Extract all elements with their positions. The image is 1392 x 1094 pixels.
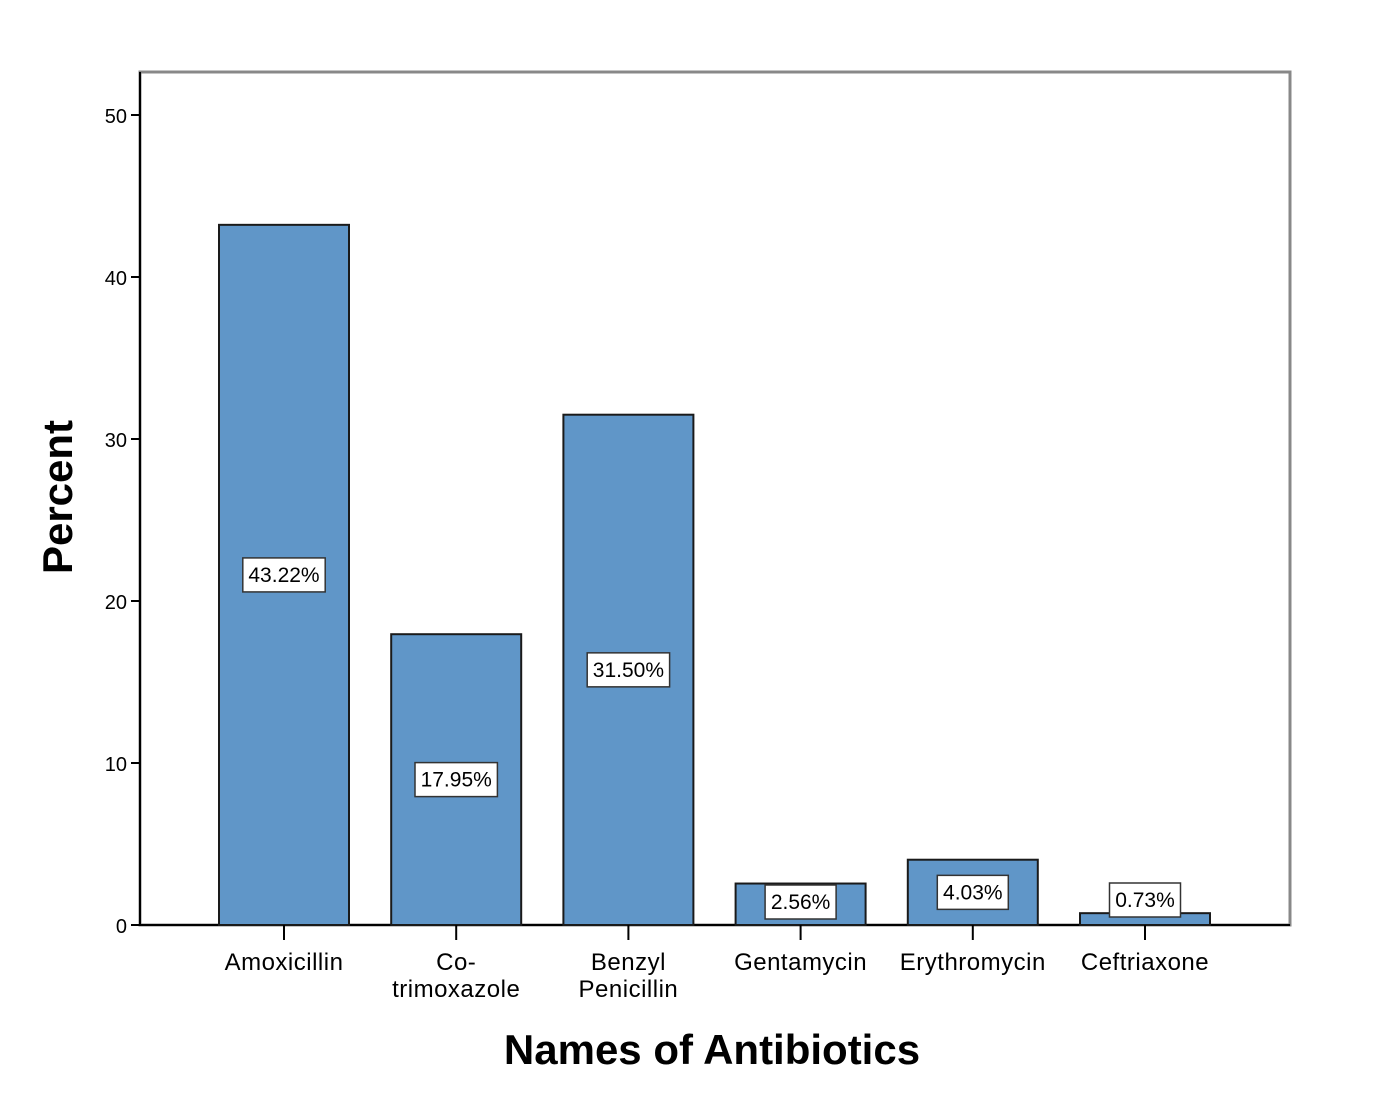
data-label-box bbox=[1108, 882, 1182, 918]
y-axis-title: Percent bbox=[34, 420, 81, 574]
data-label: 2.56% bbox=[771, 891, 831, 914]
x-tick-label: Amoxicillin bbox=[225, 949, 344, 976]
data-label-box bbox=[764, 884, 837, 920]
y-tick-label: 40 bbox=[105, 268, 127, 290]
data-label: 43.22% bbox=[248, 564, 319, 587]
y-tick-label: 50 bbox=[105, 106, 127, 128]
data-label: 17.95% bbox=[421, 769, 492, 792]
x-axis-title: Names of Antibiotics bbox=[504, 1026, 920, 1073]
x-tick-label: trimoxazole bbox=[392, 976, 520, 1003]
x-tick-label: Benzyl bbox=[591, 949, 666, 976]
data-label-box bbox=[586, 652, 671, 688]
x-tick-label: Co- bbox=[436, 949, 476, 976]
x-tick-label: Ceftriaxone bbox=[1081, 949, 1209, 976]
data-label-box bbox=[414, 761, 499, 798]
bars: 43.22% 17.95% 31.50% 2.56% 4.03% 0.73% bbox=[218, 223, 1211, 927]
x-axis-ticks: Amoxicillin Co-trimoxazole BenzylPenicilli… bbox=[225, 925, 1209, 1003]
y-axis-ticks: 0 10 20 30 40 50 bbox=[105, 106, 140, 938]
x-tick-label: Erythromycin bbox=[900, 949, 1046, 976]
y-tick-label: 10 bbox=[105, 754, 127, 776]
bar bbox=[906, 858, 1039, 926]
data-label: 31.50% bbox=[593, 659, 664, 682]
x-tick-label: Gentamycin bbox=[734, 949, 867, 976]
data-label-box bbox=[936, 874, 1010, 911]
y-tick-label: 30 bbox=[105, 430, 127, 452]
data-label: 4.03% bbox=[943, 881, 1003, 904]
y-tick-label: 20 bbox=[105, 592, 127, 614]
y-tick-label: 0 bbox=[116, 916, 127, 938]
x-tick-label: Penicillin bbox=[579, 976, 679, 1003]
data-label: 0.73% bbox=[1115, 889, 1175, 912]
data-label-box bbox=[242, 557, 326, 593]
